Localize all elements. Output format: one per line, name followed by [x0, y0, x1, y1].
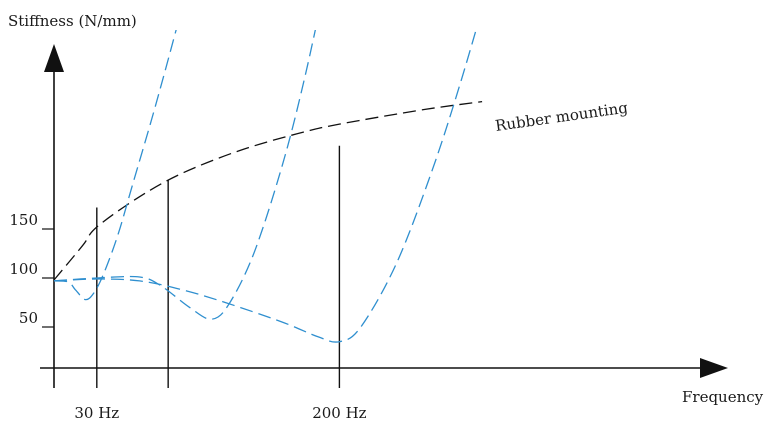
x-tick-label: 200 Hz [312, 404, 366, 421]
y-axis-title: Stiffness (N/mm) [8, 12, 137, 30]
y-tick-group: 150 100 50 [9, 211, 54, 328]
y-tick-label: 50 [19, 309, 38, 327]
series-rubber-mounting [53, 100, 483, 281]
y-axis-arrowhead [44, 44, 64, 72]
x-axis-title: Frequency [682, 388, 764, 406]
series-resonance-mid [53, 30, 316, 320]
series-group [53, 30, 483, 343]
series-resonance-high [53, 30, 477, 343]
series-label-rubber-mounting: Rubber mounting [494, 98, 629, 134]
y-tick-label: 100 [9, 260, 38, 278]
x-tick-label: 30 Hz [74, 404, 119, 421]
frequency-marker-group: 30 Hz 200 Hz [74, 145, 367, 421]
y-tick-label: 150 [9, 211, 38, 229]
x-axis-arrowhead [700, 358, 728, 378]
series-resonance-low [53, 30, 177, 301]
